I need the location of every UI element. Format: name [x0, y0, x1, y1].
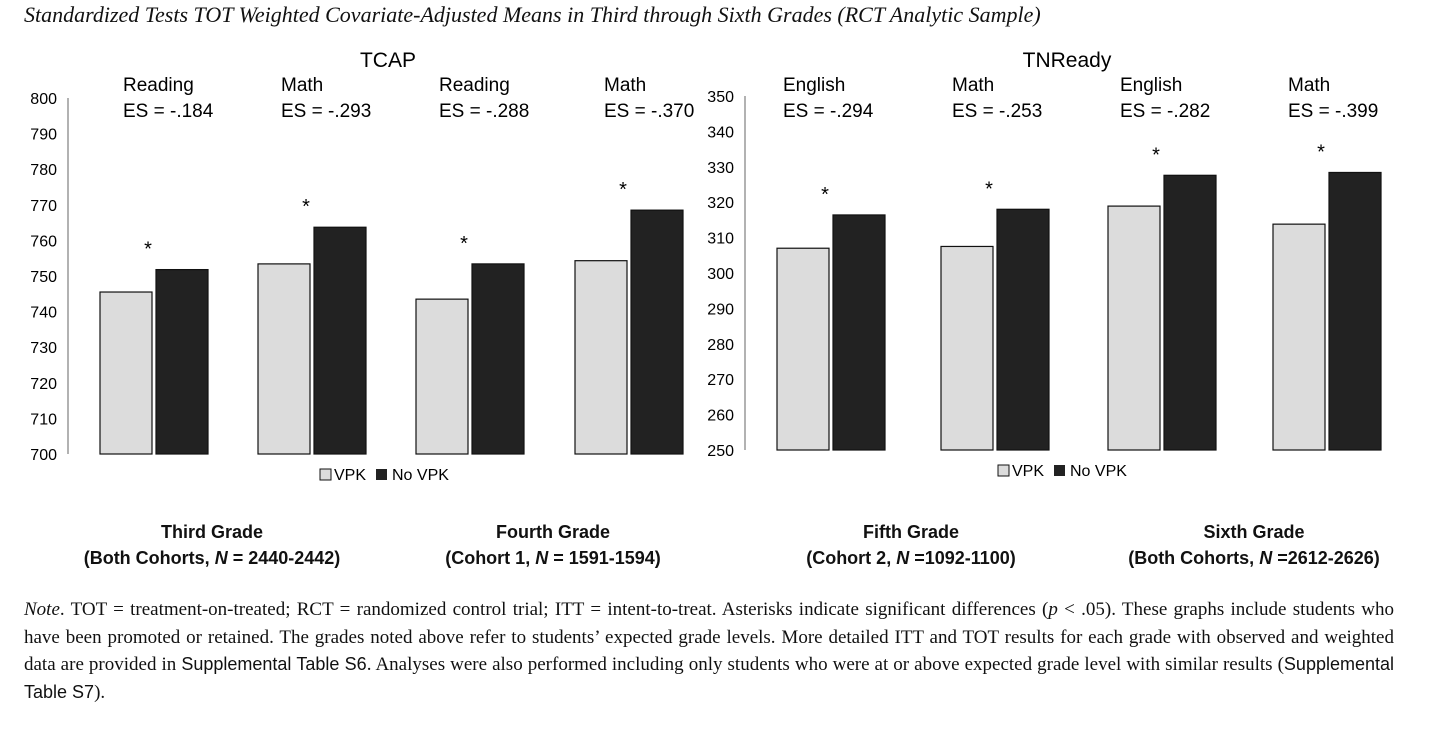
tcap-y-tick-label: 750: [30, 269, 57, 286]
tnready-subject-label: English: [783, 75, 845, 96]
tcap-y-tick-label: 800: [30, 91, 57, 108]
tcap-effect-size-label: ES = -.288: [439, 101, 529, 122]
tcap-y-tick-label: 790: [30, 127, 57, 144]
tcap-effect-size-label: ES = -.370: [604, 101, 694, 122]
tnready-significance-marker: *: [821, 184, 829, 206]
tnready-y-tick-label: 260: [707, 408, 734, 425]
tnready-effect-size-label: ES = -.294: [783, 101, 874, 122]
tcap-subject-label: Math: [281, 75, 323, 96]
tnready-y-tick-label: 340: [707, 124, 734, 141]
tcap-y-tick-label: 740: [30, 305, 57, 322]
tnready-significance-marker: *: [1317, 141, 1325, 163]
tcap-legend-swatch-novpk: [376, 469, 387, 480]
grade-label-fourth: Fourth Grade (Cohort 1, N = 1591-1594): [383, 519, 723, 571]
tnready-legend-swatch-vpk: [997, 464, 1010, 477]
tnready-bar-novpk: [832, 214, 886, 451]
tnready-effect-size-label: ES = -.282: [1120, 101, 1210, 122]
tnready-effect-size-label: ES = -.399: [1288, 101, 1378, 122]
tnready-y-tick-label: 330: [707, 160, 734, 177]
tnready-bar-novpk: [996, 208, 1050, 451]
tnready-legend-label-novpk: No VPK: [1070, 463, 1127, 480]
grade-sample: (Cohort 1, N = 1591-1594): [445, 548, 661, 568]
supplemental-table-s6-ref: Supplemental Table S6: [181, 654, 367, 674]
figure-note: Note. TOT = treatment-on-treated; RCT = …: [24, 599, 1394, 703]
tcap-y-tick-label: 780: [30, 162, 57, 179]
tcap-legend-swatch-vpk: [319, 468, 332, 481]
tnready-bar-novpk: [1328, 171, 1382, 451]
tcap-effect-size-label: ES = -.293: [281, 101, 371, 122]
tnready-y-tick-label: 270: [707, 372, 734, 389]
tcap-y-tick-label: 720: [30, 376, 57, 393]
tnready-y-tick-label: 350: [707, 89, 734, 106]
tcap-significance-marker: *: [144, 239, 152, 261]
grade-title: Fifth Grade: [862, 522, 959, 542]
tnready-y-tick-label: 250: [707, 443, 734, 460]
tcap-y-tick-label: 710: [30, 411, 57, 428]
tcap-bar-novpk: [630, 209, 684, 455]
tcap-y-tick-label: 760: [30, 233, 57, 250]
tcap-bar-vpk: [257, 263, 311, 455]
tcap-bar-vpk: [415, 298, 469, 455]
note-label: Note: [24, 599, 60, 620]
tcap-legend-label-vpk: VPK: [334, 467, 366, 484]
tcap-significance-marker: *: [302, 196, 310, 218]
tnready-bar-vpk: [776, 247, 830, 451]
grade-sample: (Both Cohorts, N =2612-2626): [1128, 548, 1380, 568]
tcap-significance-marker: *: [619, 179, 627, 201]
tnready-subject-label: Math: [1288, 75, 1330, 96]
tcap-y-tick-label: 730: [30, 340, 57, 357]
tnready-chart-title: TNReady: [1023, 49, 1112, 72]
tnready-y-tick-label: 320: [707, 195, 734, 212]
tnready-effect-size-label: ES = -.253: [952, 101, 1042, 122]
tcap-bar-novpk: [155, 268, 209, 455]
tcap-bar-novpk: [313, 226, 367, 455]
tcap-legend-label-novpk: No VPK: [392, 467, 449, 484]
grade-title: Sixth Grade: [1203, 522, 1305, 542]
tcap-effect-size-label: ES = -.184: [123, 101, 214, 122]
tnready-significance-marker: *: [985, 178, 993, 200]
tcap-bar-vpk: [574, 260, 628, 455]
grade-title: Third Grade: [160, 522, 263, 542]
tnready-bar-vpk: [1107, 205, 1161, 451]
tnready-bar-vpk: [940, 245, 994, 451]
tnready-y-tick-label: 280: [707, 337, 734, 354]
tnready-bar-vpk: [1272, 223, 1326, 451]
tnready-y-tick-label: 300: [707, 266, 734, 283]
tnready-subject-label: English: [1120, 75, 1182, 96]
grade-sample: (Both Cohorts, N = 2440-2442): [83, 548, 341, 568]
tcap-chart-title: TCAP: [360, 49, 416, 72]
tnready-y-tick-label: 290: [707, 301, 734, 318]
tnready-bar-novpk: [1163, 174, 1217, 451]
tnready-legend-swatch-novpk: [1054, 465, 1065, 476]
tnready-y-tick-label: 310: [707, 231, 734, 248]
tnready-subject-label: Math: [952, 75, 994, 96]
figure-title: Standardized Tests TOT Weighted Covariat…: [24, 2, 1041, 27]
tcap-y-tick-label: 770: [30, 198, 57, 215]
tcap-y-tick-label: 700: [30, 447, 57, 464]
grade-sample: (Cohort 2, N =1092-1100): [806, 548, 1016, 568]
tcap-significance-marker: *: [460, 233, 468, 255]
tcap-subject-label: Reading: [439, 75, 510, 96]
tnready-legend-label-vpk: VPK: [1012, 463, 1044, 480]
grade-label-sixth: Sixth Grade (Both Cohorts, N =2612-2626): [1084, 519, 1424, 571]
tcap-bar-vpk: [99, 291, 153, 455]
grade-title: Fourth Grade: [495, 522, 610, 542]
supplemental-table-s7-ref: Supplemental Table S7: [24, 654, 1394, 702]
tcap-bar-novpk: [471, 263, 525, 455]
tcap-subject-label: Math: [604, 75, 646, 96]
grade-label-fifth: Fifth Grade (Cohort 2, N =1092-1100): [741, 519, 1081, 571]
tcap-subject-label: Reading: [123, 75, 194, 96]
tnready-significance-marker: *: [1152, 144, 1160, 166]
grade-label-third: Third Grade (Both Cohorts, N = 2440-2442…: [42, 519, 382, 571]
